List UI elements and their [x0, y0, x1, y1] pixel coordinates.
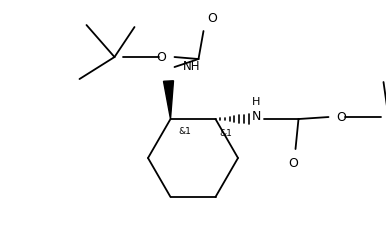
Text: O: O — [208, 12, 217, 25]
Text: &1: &1 — [178, 127, 191, 136]
Polygon shape — [164, 81, 173, 119]
Text: H: H — [252, 97, 261, 107]
Text: O: O — [337, 110, 346, 124]
Text: &1: &1 — [220, 129, 232, 138]
Text: O: O — [157, 51, 166, 63]
Text: N: N — [252, 110, 261, 123]
Text: NH: NH — [183, 60, 200, 73]
Text: O: O — [289, 157, 298, 170]
